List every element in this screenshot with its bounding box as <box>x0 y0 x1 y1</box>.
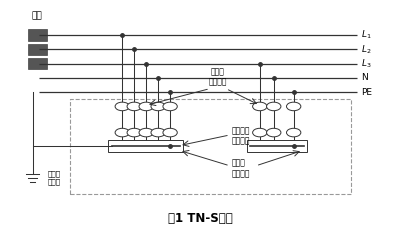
Circle shape <box>286 128 301 137</box>
Bar <box>28 29 47 41</box>
Circle shape <box>139 128 153 137</box>
Bar <box>28 44 47 55</box>
Text: PE: PE <box>361 88 372 97</box>
Bar <box>28 58 47 69</box>
Bar <box>70 99 351 194</box>
Circle shape <box>253 128 267 137</box>
Circle shape <box>286 102 301 111</box>
Text: 用户的
电气装置: 用户的 电气装置 <box>209 67 227 87</box>
Circle shape <box>139 102 153 111</box>
Text: 电源端
接地点: 电源端 接地点 <box>48 171 61 185</box>
Circle shape <box>253 102 267 111</box>
Circle shape <box>115 102 130 111</box>
Circle shape <box>266 102 281 111</box>
Bar <box>247 140 307 152</box>
Text: 图1 TN-S系统: 图1 TN-S系统 <box>168 212 232 225</box>
Circle shape <box>163 102 177 111</box>
Circle shape <box>163 128 177 137</box>
Circle shape <box>127 128 142 137</box>
Circle shape <box>127 102 142 111</box>
Circle shape <box>151 128 165 137</box>
Text: 电源: 电源 <box>32 11 43 20</box>
Circle shape <box>151 102 165 111</box>
Circle shape <box>115 128 130 137</box>
Circle shape <box>266 128 281 137</box>
Text: $L_3$: $L_3$ <box>361 57 371 70</box>
Text: N: N <box>361 73 367 82</box>
Bar <box>108 140 183 152</box>
Text: 外露可
接近导体: 外露可 接近导体 <box>232 158 250 178</box>
Text: $L_1$: $L_1$ <box>361 29 371 41</box>
Text: 电气装置
中的设备: 电气装置 中的设备 <box>232 126 250 146</box>
Text: $L_2$: $L_2$ <box>361 43 371 56</box>
